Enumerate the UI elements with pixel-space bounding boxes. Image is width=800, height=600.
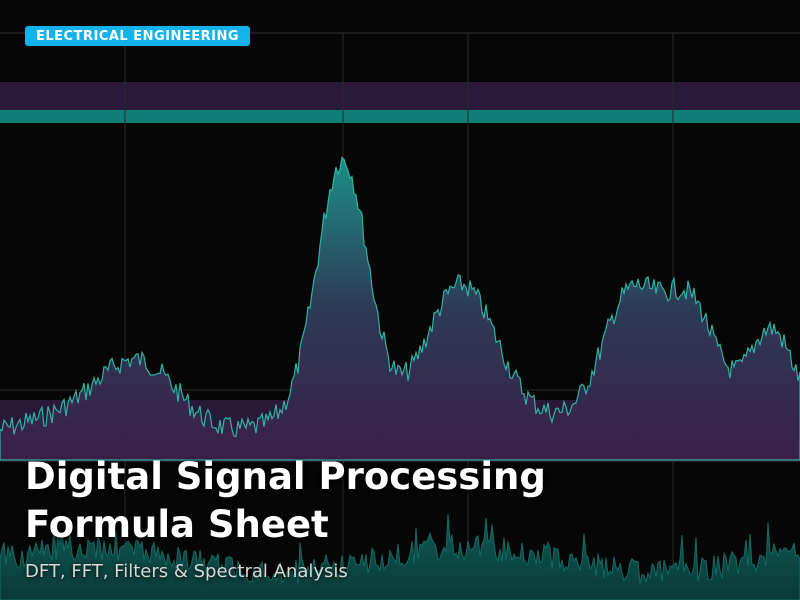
- teal-band: [0, 110, 800, 123]
- page-title: Digital Signal Processing Formula Sheet: [25, 453, 546, 549]
- lower-waveform: [0, 513, 800, 600]
- category-badge: ELECTRICAL ENGINEERING: [25, 26, 251, 46]
- purple-band: [0, 82, 800, 110]
- page-subtitle: DFT, FFT, Filters & Spectral Analysis: [25, 561, 348, 582]
- title-line-1: Digital Signal Processing: [25, 455, 546, 498]
- spectrum-trace: [0, 156, 800, 461]
- title-line-2: Formula Sheet: [25, 503, 329, 546]
